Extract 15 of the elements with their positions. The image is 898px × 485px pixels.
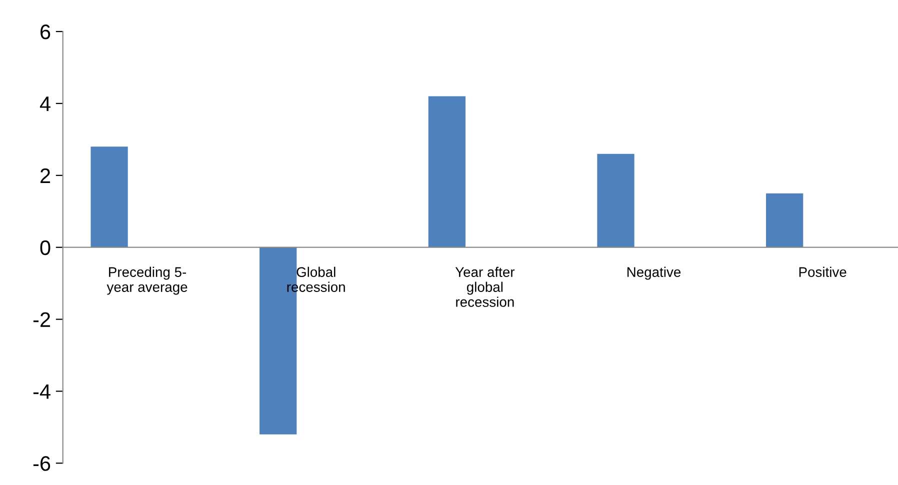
y-tick-label: -4 [33, 384, 50, 399]
bar [90, 146, 128, 248]
y-tick-label: 2 [40, 168, 50, 183]
x-tick-label: Preceding 5- year average [106, 266, 188, 295]
y-tick-label: 0 [40, 240, 50, 256]
y-tick-label: -2 [33, 312, 50, 327]
bar [597, 154, 634, 248]
y-tick-label: 4 [40, 96, 50, 112]
y-tick-label: -6 [33, 456, 50, 471]
bar [766, 193, 804, 248]
y-tick-label: 6 [40, 24, 50, 40]
x-tick-label: Year after global recession [455, 266, 515, 307]
x-tick-label: Negative [627, 266, 681, 280]
x-tick-label: Positive [799, 266, 846, 277]
bar [428, 96, 466, 248]
